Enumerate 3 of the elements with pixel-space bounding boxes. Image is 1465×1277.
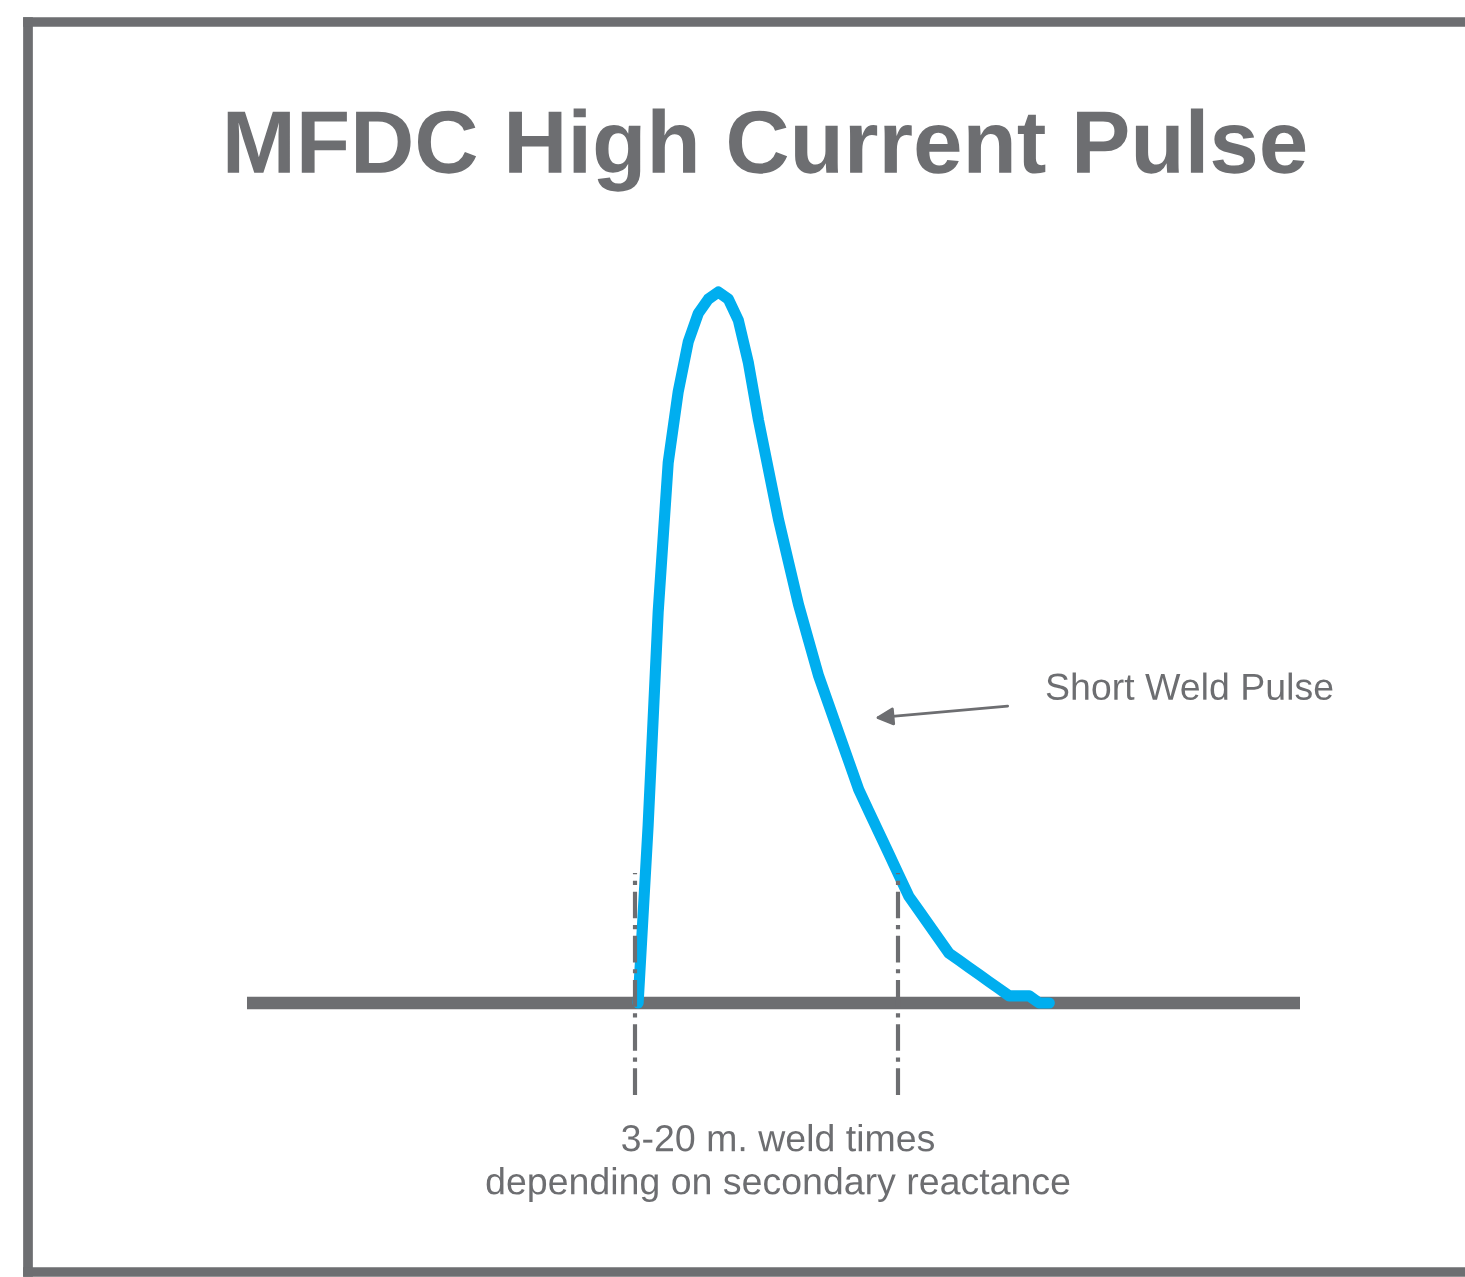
chart-title: MFDC High Current Pulse [227,108,1306,192]
text: 3-20 m. weld times depending on secondary reactance [486,1123,1070,1203]
annotation: Short Weld Pulse [1046,672,1333,701]
